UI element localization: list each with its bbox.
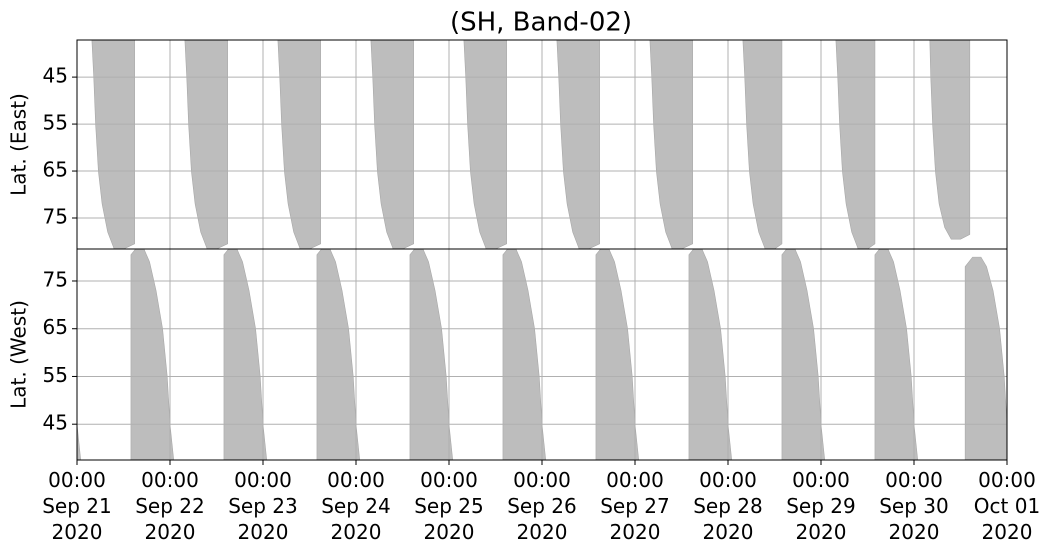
y-tick-label: 65 [43, 315, 68, 339]
x-tick-label: 00:00 Sep 25 2020 [414, 468, 484, 544]
chart-title: (SH, Band-02) [450, 8, 632, 38]
x-tick-label: 00:00 Sep 21 2020 [42, 468, 112, 544]
plot-frame [76, 248, 1008, 461]
x-tick-label: 00:00 Sep 30 2020 [879, 468, 949, 544]
y-tick-label: 45 [43, 411, 68, 435]
y-axis-label: Lat. (West) [7, 300, 31, 409]
y-tick-label: 55 [43, 111, 68, 135]
y-tick-label: 65 [43, 158, 68, 182]
x-tick-label: 00:00 Sep 26 2020 [507, 468, 577, 544]
y-tick-label: 75 [43, 267, 68, 291]
x-tick-label: 00:00 Sep 23 2020 [228, 468, 298, 544]
y-tick-label: 75 [43, 205, 68, 229]
x-tick-label: 00:00 Sep 24 2020 [321, 468, 391, 544]
y-tick-label: 45 [43, 64, 68, 88]
y-tick-label: 55 [43, 363, 68, 387]
x-tick-label: 00:00 Oct 01 2020 [973, 468, 1041, 544]
x-tick-label: 00:00 Sep 28 2020 [693, 468, 763, 544]
x-tick-label: 00:00 Sep 27 2020 [600, 468, 670, 544]
x-tick-label: 00:00 Sep 22 2020 [135, 468, 205, 544]
coverage-area [91, 40, 971, 249]
y-axis-label: Lat. (East) [7, 93, 31, 196]
x-tick-label: 00:00 Sep 29 2020 [786, 468, 856, 544]
